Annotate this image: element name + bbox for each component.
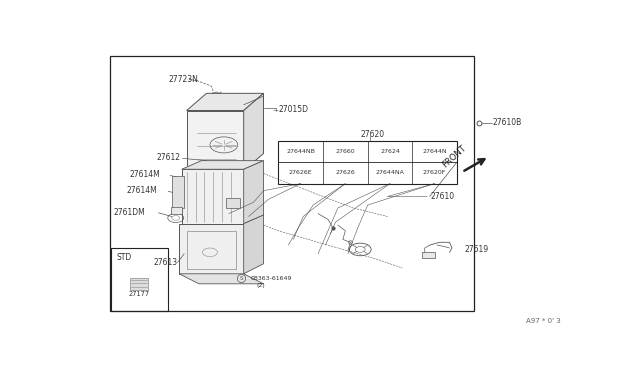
Bar [227,198,240,208]
Text: FRONT: FRONT [441,143,468,169]
Polygon shape [187,93,264,110]
Text: 27644NB: 27644NB [286,149,315,154]
Polygon shape [179,274,264,284]
Bar [172,176,184,208]
Text: 2761DM: 2761DM [114,208,145,217]
Polygon shape [244,215,264,274]
Text: 27626E: 27626E [289,170,312,175]
Text: 27620F: 27620F [423,170,446,175]
Text: S: S [239,276,243,280]
Text: 27626: 27626 [335,170,355,175]
Text: 27177: 27177 [129,291,150,297]
Text: 27644NA: 27644NA [376,170,404,175]
Bar [110,56,474,311]
Bar [171,207,182,214]
Bar [131,278,148,290]
Bar [278,141,457,183]
Bar [111,248,168,311]
Text: 27614M: 27614M [129,170,161,179]
Text: 27644N: 27644N [422,149,447,154]
Polygon shape [182,161,264,169]
Text: 27660: 27660 [335,149,355,154]
Text: 27610: 27610 [431,192,455,201]
Text: 08363-61649: 08363-61649 [250,276,292,280]
Text: 27723N: 27723N [168,75,198,84]
Text: 27612: 27612 [157,153,181,162]
Text: 27624: 27624 [380,149,400,154]
Bar [422,252,435,258]
Text: (2): (2) [257,283,266,288]
Text: 27613: 27613 [154,258,177,267]
Text: STD: STD [116,253,132,262]
Text: A97 * 0' 3: A97 * 0' 3 [526,318,561,324]
Polygon shape [182,169,244,224]
Text: 27619: 27619 [465,245,488,254]
Polygon shape [244,93,264,171]
Text: 27620: 27620 [360,130,385,140]
Polygon shape [244,161,264,224]
Text: 27610B: 27610B [493,118,522,127]
Polygon shape [179,224,244,274]
Text: 27614M: 27614M [126,186,157,195]
Polygon shape [187,110,244,171]
Bar [187,231,236,269]
Text: 27015D: 27015D [278,105,308,113]
